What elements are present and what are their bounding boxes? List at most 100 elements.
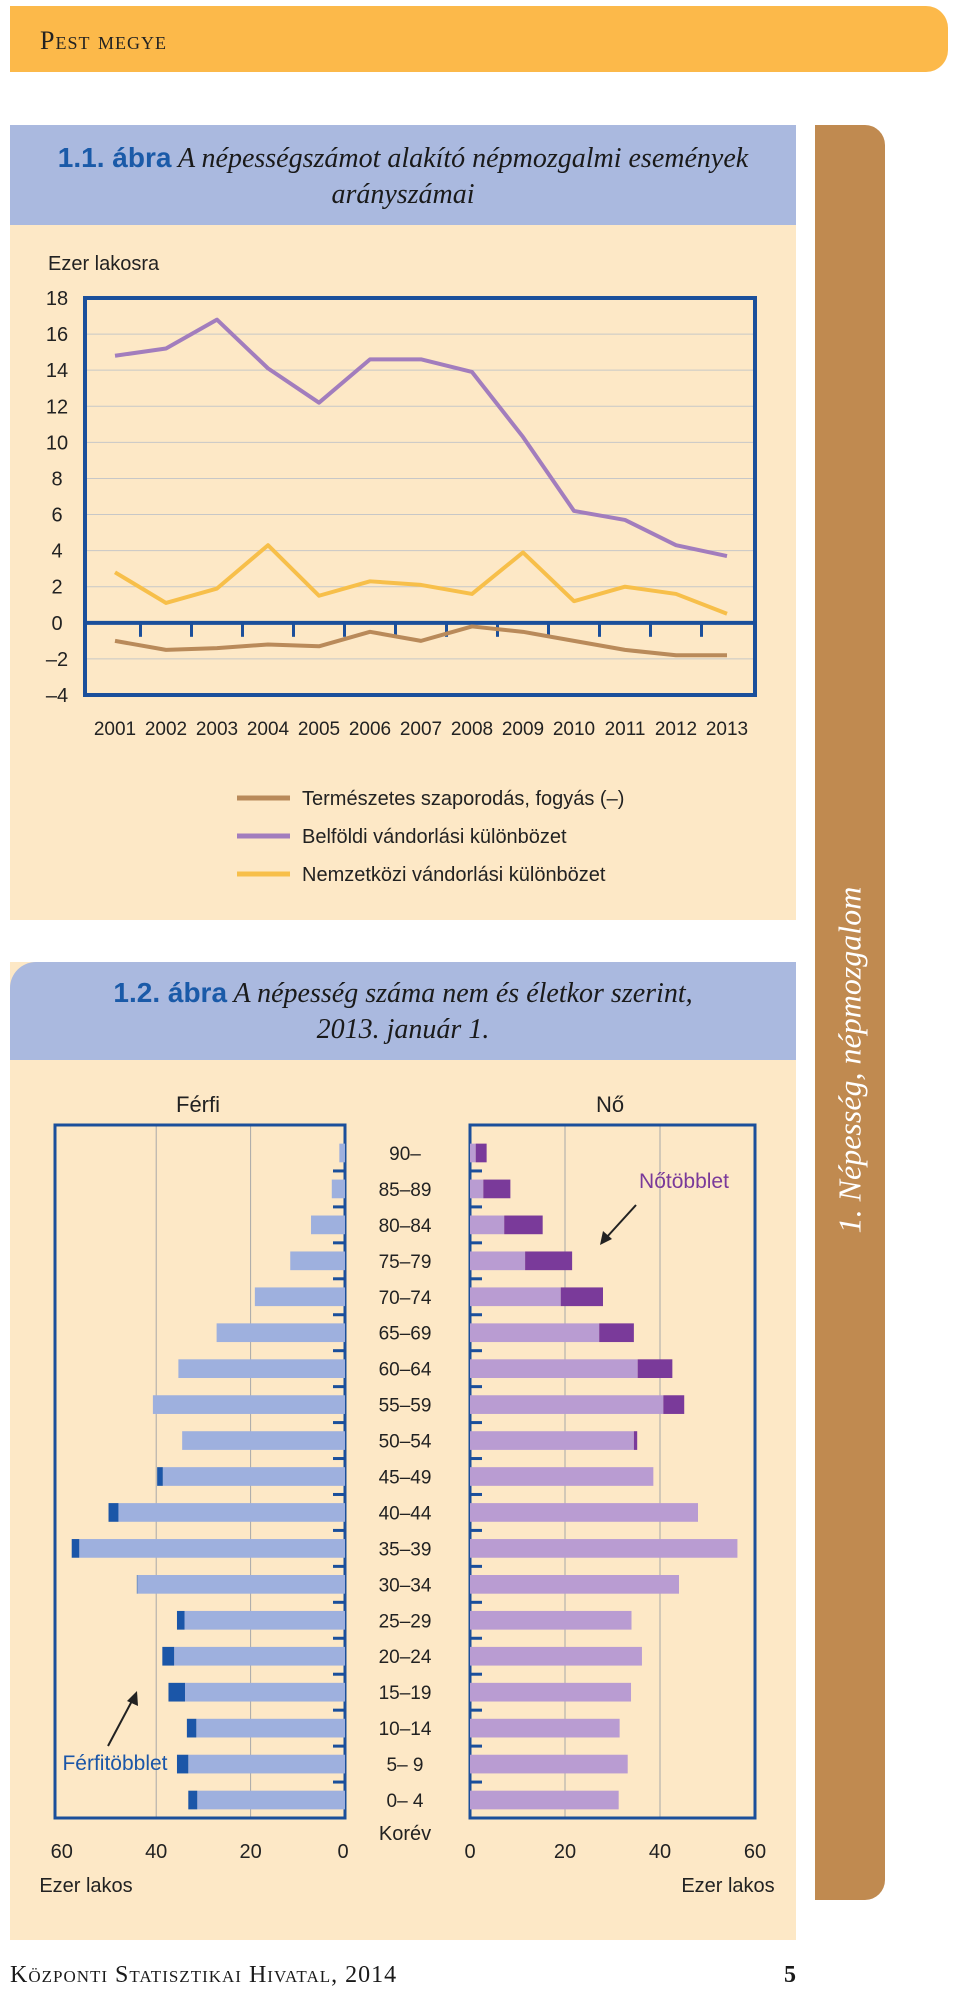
female-surplus-bar [663,1395,685,1414]
age-group-label: 45–49 [379,1468,432,1489]
female-bar [470,1143,476,1163]
age-group-label: 65–69 [379,1324,432,1345]
age-group-label: 35–39 [379,1539,432,1560]
legend-label: Természetes szaporodás, fogyás (–) [302,788,624,810]
female-bar [470,1251,526,1271]
y-tick-label: 12 [46,396,68,418]
figure1-title: 1.1. ábra A népességszámot alakító népmo… [10,140,796,213]
male-bar [79,1539,345,1558]
female-bar [470,1718,620,1738]
y-tick-label: 14 [46,360,68,382]
male-label: Férfi [176,1092,220,1117]
figure2-number: 1.2. ábra [113,977,228,1008]
female-unit-label: Ezer lakos [681,1875,774,1897]
female-surplus-arrowhead [600,1231,612,1245]
male-bar [118,1503,345,1522]
male-x-tick-label: 20 [239,1841,261,1863]
male-bar [178,1359,345,1379]
age-group-label: 60–64 [379,1360,432,1381]
age-group-label: 20–24 [379,1647,432,1668]
y-tick-label: –2 [46,649,68,671]
female-bar [470,1539,738,1558]
age-group-label: 30–34 [379,1575,432,1596]
y-tick-label: 10 [46,432,68,454]
female-bar [470,1790,619,1810]
x-tick-label: 2012 [655,719,697,740]
panel-gap [10,920,796,962]
age-group-label: 5– 9 [387,1755,424,1776]
legend-label: Belföldi vándorlási különbözet [302,826,567,848]
chapter-tab-label: 1. Népesség, népmozgalom [831,886,868,1234]
footer-publisher: Központi Statisztikai Hivatal, 2014 [10,1962,398,1988]
age-group-label: 55–59 [379,1396,432,1417]
plot-frame [83,296,757,697]
female-surplus-bar [525,1251,573,1271]
male-x-tick-label: 40 [145,1841,167,1863]
female-surplus-annotation: Nőtöbblet [639,1170,729,1193]
x-tick-label: 2006 [349,719,391,740]
female-bar [470,1574,679,1594]
female-bar [470,1467,654,1486]
y-tick-label: 8 [51,468,62,490]
series-line-3 [113,543,728,616]
female-bar [470,1503,698,1522]
female-bar [470,1323,600,1343]
male-surplus-bar [108,1503,119,1522]
male-surplus-bar [176,1754,189,1774]
male-bar [216,1323,345,1343]
age-group-label: 75–79 [379,1252,432,1273]
x-tick-label: 2009 [502,719,544,740]
female-surplus-arrow [605,1204,637,1239]
age-group-label: 15–19 [379,1683,432,1704]
male-bar [184,1682,345,1702]
x-tick-label: 2001 [94,719,136,740]
female-surplus-bar [560,1287,603,1307]
female-x-tick-label: 20 [554,1841,576,1863]
female-bar [470,1179,484,1199]
male-surplus-bar [176,1610,185,1630]
male-surplus-annotation: Férfitöbblet [62,1752,167,1775]
male-surplus-bar [188,1790,198,1810]
header-bar: Pest megye [10,6,948,72]
figure1-title-bar [10,125,796,225]
x-tick-label: 2005 [298,719,340,740]
female-surplus-bar [633,1431,638,1450]
x-tick-label: 2002 [145,719,187,740]
female-bar [470,1431,634,1450]
male-x-tick-label: 0 [337,1841,348,1863]
y-tick-label: 2 [51,577,62,599]
x-tick-label: 2007 [400,719,442,740]
series-line-2 [114,317,728,559]
male-surplus-bar [71,1539,80,1558]
female-surplus-bar [599,1323,634,1343]
male-bar [196,1718,345,1738]
y-tick-label: 6 [51,505,62,527]
x-tick-label: 2003 [196,719,238,740]
line-chart: Ezer lakosra 18 16 14 12 10 8 6 4 2 0 –2 –4 2001 2002 2… [46,253,757,886]
age-group-label: 50–54 [379,1432,432,1453]
female-surplus-bar [637,1359,673,1379]
female-surplus-bar [475,1143,487,1163]
figure2-title-line2: 2013. január 1. [316,1014,490,1045]
female-bar [470,1287,561,1307]
female-bar [470,1215,505,1235]
age-group-label: 0– 4 [387,1791,424,1812]
female-x-tick-label: 0 [464,1841,475,1863]
age-group-label: 25–29 [379,1611,432,1632]
figure2-title: 1.2. ábra A népesség száma nem és életko… [10,975,796,1048]
male-bar [331,1179,345,1199]
age-group-label: 10–14 [379,1719,432,1740]
y-axis-label: Ezer lakosra [48,253,160,275]
figure2-title-line1: A népesség száma nem és életkor szerint, [233,978,693,1009]
x-tick-label: 2008 [451,719,493,740]
age-group-label: 80–84 [379,1216,432,1237]
female-label: Nő [596,1092,624,1117]
figure2-title-bar [10,962,796,1060]
y-tick-label: 16 [46,324,68,346]
page-number: 5 [784,1962,796,1988]
age-group-label: 40–44 [379,1503,432,1524]
male-bar [174,1646,345,1666]
female-bar [470,1359,638,1379]
legend-label: Nemzetközi vándorlási különbözet [302,864,606,886]
chapter-tab [815,125,885,1900]
